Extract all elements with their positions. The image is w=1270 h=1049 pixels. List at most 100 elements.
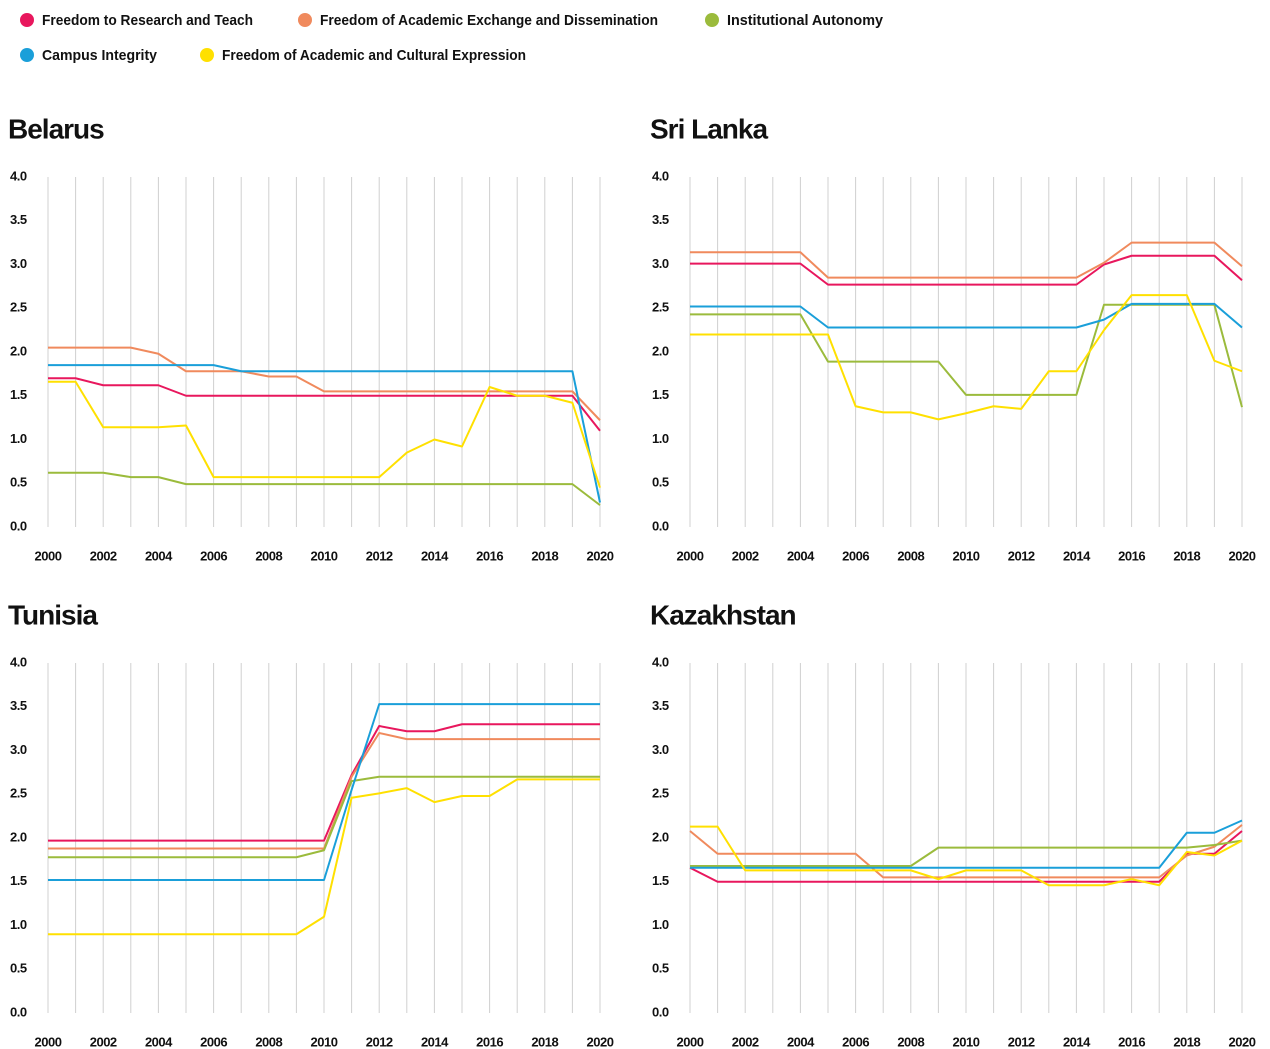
x-tick-label: 2020 <box>1229 548 1256 563</box>
y-tick-label: 0.0 <box>10 518 27 533</box>
y-tick-label: 1.5 <box>10 873 27 888</box>
x-tick-label: 2004 <box>787 548 815 563</box>
legend-swatch <box>200 48 214 62</box>
y-tick-label: 1.0 <box>652 431 669 446</box>
series-line <box>690 254 1243 286</box>
legend-label: Freedom of Academic and Cultural Express… <box>222 47 526 64</box>
chart-title: Tunisia <box>8 599 98 630</box>
y-tick-label: 0.0 <box>10 1004 27 1019</box>
x-tick-label: 2006 <box>200 548 227 563</box>
chart-title: Belarus <box>8 113 104 144</box>
x-tick-label: 2008 <box>897 548 924 563</box>
series-line <box>48 703 600 881</box>
x-tick-label: 2018 <box>531 1034 558 1049</box>
x-tick-label: 2016 <box>476 548 503 563</box>
x-tick-label: 2004 <box>145 548 173 563</box>
x-tick-label: 2014 <box>421 548 449 563</box>
y-tick-label: 2.5 <box>10 300 27 315</box>
legend-swatch <box>20 48 34 62</box>
x-tick-label: 2012 <box>366 548 393 563</box>
x-tick-label: 2012 <box>1008 548 1035 563</box>
y-tick-label: 0.0 <box>652 518 669 533</box>
y-tick-label: 4.0 <box>652 654 669 669</box>
legend-swatch <box>705 13 719 27</box>
x-tick-label: 2000 <box>35 548 62 563</box>
legend-label: Freedom to Research and Teach <box>42 12 253 29</box>
x-tick-label: 2004 <box>787 1034 815 1049</box>
series-line <box>48 723 600 842</box>
y-tick-label: 2.5 <box>652 786 669 801</box>
x-tick-label: 2008 <box>255 1034 282 1049</box>
y-tick-label: 2.5 <box>10 786 27 801</box>
x-tick-label: 2012 <box>366 1034 393 1049</box>
y-tick-label: 4.0 <box>10 654 27 669</box>
x-tick-label: 2006 <box>842 1034 869 1049</box>
y-tick-label: 3.5 <box>652 212 669 227</box>
x-tick-label: 2010 <box>953 1034 980 1049</box>
x-tick-label: 2010 <box>311 548 338 563</box>
chart-title: Sri Lanka <box>650 113 768 144</box>
series-line <box>48 364 601 503</box>
x-tick-label: 2012 <box>1008 1034 1035 1049</box>
y-tick-label: 1.0 <box>10 431 27 446</box>
x-tick-label: 2004 <box>145 1034 173 1049</box>
y-tick-label: 0.5 <box>10 475 27 490</box>
y-tick-label: 3.0 <box>10 256 27 271</box>
series-line <box>48 377 601 432</box>
series-line <box>48 380 601 488</box>
series-line <box>48 778 600 936</box>
x-tick-label: 2006 <box>200 1034 227 1049</box>
x-tick-label: 2002 <box>732 1034 759 1049</box>
x-tick-label: 2014 <box>421 1034 449 1049</box>
x-tick-label: 2002 <box>90 548 117 563</box>
x-tick-label: 2000 <box>35 1034 62 1049</box>
x-tick-label: 2018 <box>531 548 558 563</box>
chart-title: Kazakhstan <box>650 599 796 630</box>
y-tick-label: 3.5 <box>10 212 27 227</box>
x-tick-label: 2002 <box>732 548 759 563</box>
y-tick-label: 3.5 <box>652 698 669 713</box>
y-tick-label: 4.0 <box>10 168 27 183</box>
x-tick-label: 2014 <box>1063 548 1091 563</box>
y-tick-label: 0.0 <box>652 1004 669 1019</box>
y-tick-label: 0.5 <box>10 961 27 976</box>
y-tick-label: 0.5 <box>652 475 669 490</box>
x-tick-label: 2020 <box>587 548 614 563</box>
y-tick-label: 1.5 <box>10 387 27 402</box>
y-tick-label: 1.5 <box>652 387 669 402</box>
y-tick-label: 2.0 <box>652 829 669 844</box>
x-tick-label: 2014 <box>1063 1034 1091 1049</box>
series-line <box>690 839 1243 867</box>
x-tick-label: 2008 <box>897 1034 924 1049</box>
x-tick-label: 2006 <box>842 548 869 563</box>
x-tick-label: 2016 <box>1118 548 1145 563</box>
series-line <box>690 241 1243 279</box>
y-tick-label: 3.5 <box>10 698 27 713</box>
x-tick-label: 2018 <box>1173 548 1200 563</box>
series-line <box>689 824 1243 879</box>
legend-label: Institutional Autonomy <box>727 12 884 29</box>
y-tick-label: 2.0 <box>652 343 669 358</box>
series-line <box>48 775 600 859</box>
x-tick-label: 2010 <box>953 548 980 563</box>
series-line <box>48 471 601 506</box>
series-line <box>690 294 1243 421</box>
series-line <box>690 819 1243 869</box>
legend-swatch <box>20 13 34 27</box>
y-tick-label: 4.0 <box>652 168 669 183</box>
y-tick-label: 3.0 <box>652 742 669 757</box>
y-tick-label: 1.0 <box>652 917 669 932</box>
y-tick-label: 2.5 <box>652 300 669 315</box>
y-tick-label: 1.0 <box>10 917 27 932</box>
legend-label: Freedom of Academic Exchange and Dissemi… <box>320 12 658 29</box>
series-line <box>48 346 601 421</box>
x-tick-label: 2010 <box>311 1034 338 1049</box>
x-tick-label: 2002 <box>90 1034 117 1049</box>
y-tick-label: 2.0 <box>10 829 27 844</box>
series-line <box>689 830 1243 883</box>
x-tick-label: 2000 <box>677 1034 704 1049</box>
x-tick-label: 2000 <box>677 548 704 563</box>
y-tick-label: 3.0 <box>652 256 669 271</box>
x-tick-label: 2018 <box>1173 1034 1200 1049</box>
